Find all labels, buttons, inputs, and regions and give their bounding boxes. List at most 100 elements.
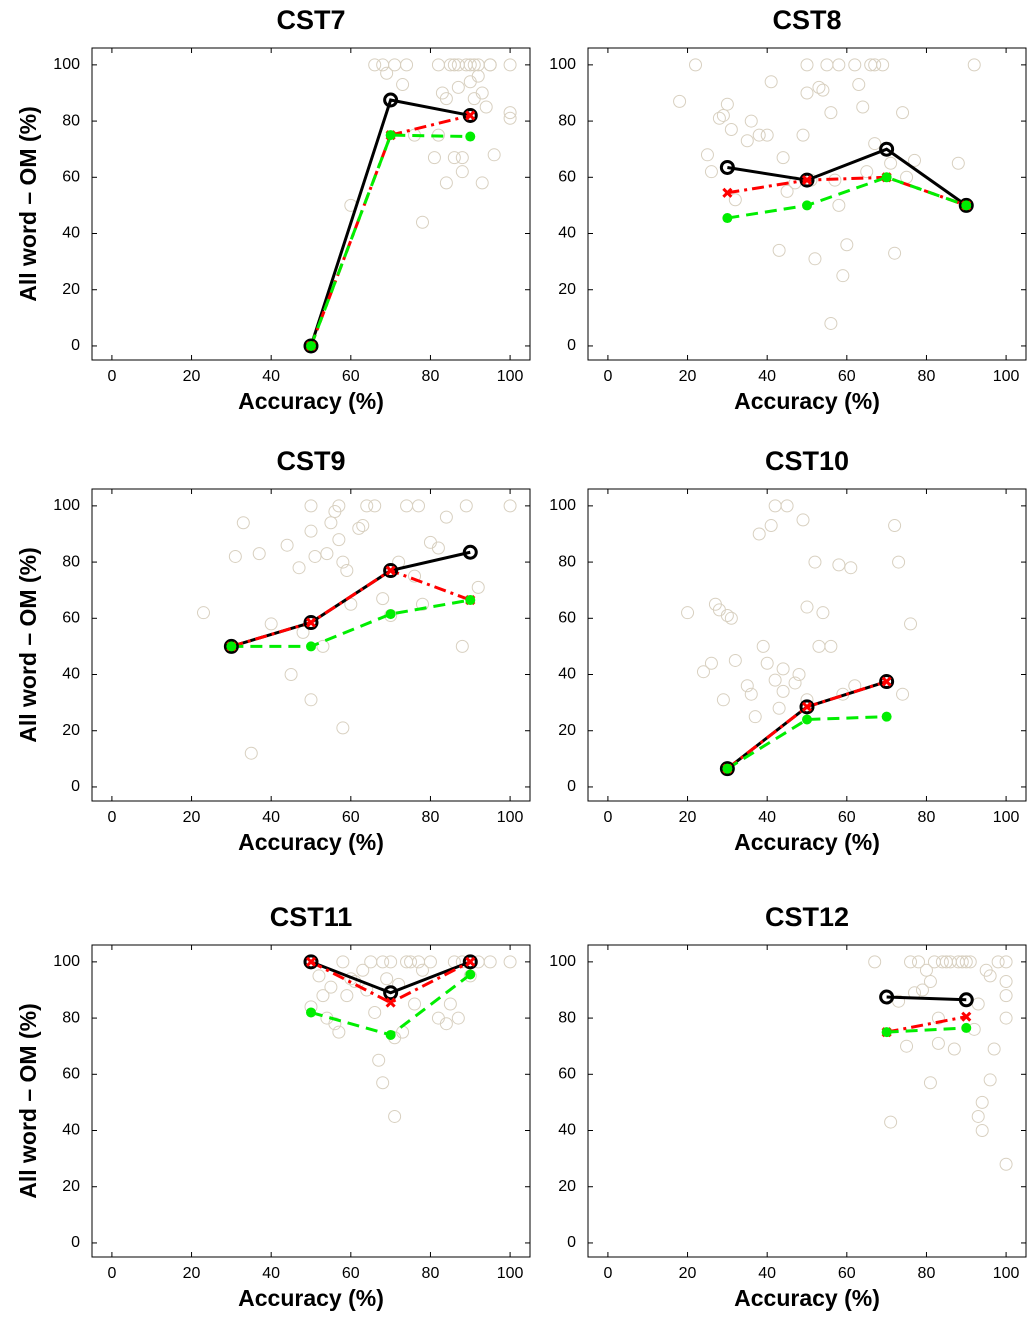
plot-frame	[587, 944, 1027, 1258]
series-line	[886, 995, 967, 1002]
y-tick-label: 0	[71, 1234, 80, 1251]
scatter-point	[740, 679, 754, 693]
scatter-point	[768, 673, 782, 687]
scatter-point	[503, 955, 517, 969]
scatter-point	[400, 58, 414, 72]
scatter-point	[768, 499, 782, 513]
scatter-point	[408, 569, 422, 583]
y-tick-label: 40	[558, 1122, 576, 1139]
series-line	[310, 960, 471, 1005]
y-tick-label: 40	[62, 225, 80, 242]
x-tick-label: 40	[262, 368, 280, 385]
y-axis-label: All word – OM (%)	[15, 547, 41, 743]
scatter-point	[900, 1039, 914, 1053]
scatter-point	[340, 564, 354, 578]
scatter-point	[744, 687, 758, 701]
series-line	[886, 1026, 967, 1034]
x-tick-label: 0	[603, 809, 612, 826]
scatter-point	[336, 555, 350, 569]
scatter-point	[700, 148, 714, 162]
marker	[385, 609, 396, 620]
x-tick-label: 40	[758, 368, 776, 385]
scatter-point	[455, 639, 469, 653]
scatter-point	[471, 580, 485, 594]
scatter-point	[439, 92, 453, 106]
scatter-point	[808, 252, 822, 266]
scatter-point	[923, 1076, 937, 1090]
series-line	[727, 147, 968, 207]
series-line	[309, 133, 471, 347]
y-tick-label: 40	[558, 666, 576, 683]
y-tick-label: 0	[71, 778, 80, 795]
scatter-point	[896, 106, 910, 120]
series-line	[886, 1015, 967, 1034]
scatter-point	[808, 555, 822, 569]
scatter-point	[816, 83, 830, 97]
marker	[801, 701, 813, 712]
chart-title: CST9	[276, 446, 345, 476]
y-tick-label: 60	[62, 610, 80, 627]
scatter-point	[971, 1109, 985, 1123]
scatter-point	[796, 128, 810, 142]
marker	[799, 172, 815, 188]
y-tick-label: 40	[62, 666, 80, 683]
scatter-point	[396, 78, 410, 92]
scatter-point	[320, 547, 334, 561]
series-line	[727, 175, 967, 220]
y-tick-label: 20	[558, 281, 576, 298]
scatter-point	[312, 969, 326, 983]
y-tick-label: 20	[558, 722, 576, 739]
scatter-point	[443, 997, 457, 1011]
x-tick-label: 100	[993, 368, 1020, 385]
scatter-point	[316, 639, 330, 653]
y-tick-label: 100	[549, 56, 576, 73]
x-axis-label: Accuracy (%)	[238, 388, 384, 414]
scatter-point	[427, 151, 441, 165]
scatter-point	[451, 1011, 465, 1025]
series-line	[309, 114, 471, 347]
scatter-point	[776, 151, 790, 165]
scatter-point	[780, 499, 794, 513]
scatter-point	[955, 955, 969, 969]
scatter-point	[332, 533, 346, 547]
marker	[801, 175, 813, 186]
marker	[385, 997, 396, 1008]
scatter-point	[304, 693, 318, 707]
marker	[306, 1007, 316, 1018]
scatter-point	[904, 617, 918, 631]
marker	[881, 172, 892, 183]
scatter-point	[963, 955, 977, 969]
scatter-point	[292, 561, 306, 575]
y-tick-label: 80	[62, 112, 80, 129]
scatter-point	[796, 513, 810, 527]
y-tick-label: 60	[62, 169, 80, 186]
scatter-point	[752, 128, 766, 142]
scatter-point	[439, 176, 453, 190]
scatter-point	[812, 639, 826, 653]
series-line	[230, 568, 471, 648]
chart-title: CST10	[765, 446, 849, 476]
scatter-point	[744, 114, 758, 128]
scatter-point	[959, 955, 973, 969]
scatter-point	[384, 955, 398, 969]
scatter-point	[728, 193, 742, 207]
scatter-point	[947, 1042, 961, 1056]
scatter-point	[689, 58, 703, 72]
scatter-point	[720, 608, 734, 622]
scatter-point	[931, 1011, 945, 1025]
scatter-point	[439, 1017, 453, 1031]
x-axis-label: Accuracy (%)	[238, 829, 384, 855]
scatter-point	[280, 538, 294, 552]
scatter-point	[716, 108, 730, 122]
scatter-point	[776, 684, 790, 698]
y-tick-label: 80	[558, 1009, 576, 1026]
marker	[465, 110, 476, 121]
marker	[961, 1022, 972, 1033]
x-tick-label: 60	[342, 809, 360, 826]
scatter-point	[760, 656, 774, 670]
scatter-point	[780, 184, 794, 198]
y-tick-label: 20	[62, 1178, 80, 1195]
scatter-point	[856, 100, 870, 114]
scatter-point	[479, 100, 493, 114]
